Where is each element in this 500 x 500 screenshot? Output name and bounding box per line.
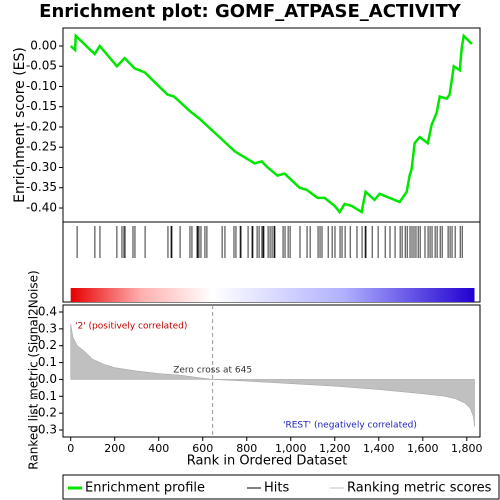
y-tick-label: 0.2 — [38, 338, 57, 352]
positive-label: '2' (positively correlated) — [75, 322, 187, 332]
x-tick-label: 1,400 — [363, 442, 395, 455]
y-tick-label: -0.2 — [34, 406, 57, 420]
legend-frame — [62, 474, 500, 500]
legend-label: Hits — [264, 481, 289, 496]
y-tick-label: -0.35 — [26, 180, 57, 194]
metric-area — [70, 323, 475, 427]
x-tick-label: 600 — [192, 442, 213, 455]
y-tick-label: -0.05 — [26, 59, 57, 73]
y-tick-label: 0.4 — [38, 304, 57, 318]
y-tick-label: 0.0 — [38, 372, 57, 386]
y-tick-label: -0.40 — [26, 200, 57, 214]
x-tick-label: 1,000 — [275, 442, 307, 455]
x-tick-label: 200 — [104, 442, 125, 455]
legend-label: Enrichment profile — [85, 481, 205, 496]
y-tick-label: 0.3 — [38, 321, 57, 335]
y-tick-label: -0.15 — [26, 99, 57, 113]
x-tick-label: 400 — [148, 442, 169, 455]
legend-label: Ranking metric scores — [347, 481, 492, 496]
x-tick-label: 0 — [67, 442, 74, 455]
y-tick-label: -0.10 — [26, 79, 57, 93]
x-tick-label: 1,800 — [451, 442, 483, 455]
x-tick-label: 1,600 — [407, 442, 439, 455]
x-tick-label: 800 — [236, 442, 257, 455]
y-axis-label: Enrichment score (ES) — [12, 47, 28, 203]
y-tick-label: -0.20 — [26, 119, 57, 133]
y-tick-label: -0.1 — [34, 389, 57, 403]
x-axis-label: Rank in Ordered Dataset — [187, 454, 348, 469]
x-tick-label: 1,200 — [319, 442, 351, 455]
y-tick-label: 0.1 — [38, 355, 57, 369]
y-tick-label: -0.3 — [34, 423, 57, 437]
enrichment-line — [69, 33, 473, 215]
y-axis-label: Ranked list metric (Signal2Noise) — [27, 270, 41, 469]
plot-frame — [62, 27, 481, 223]
y-tick-label: -0.30 — [26, 160, 57, 174]
chart-title: Enrichment plot: GOMF_ATPASE_ACTIVITY — [39, 1, 462, 22]
y-tick-label: -0.25 — [26, 140, 57, 154]
negative-label: 'REST' (negatively correlated) — [283, 421, 417, 431]
rank-color-bar — [70, 288, 475, 302]
y-tick-label: 0.00 — [30, 38, 57, 52]
zero-cross-label: Zero cross at 645 — [173, 366, 252, 376]
plot-frame — [62, 304, 481, 438]
